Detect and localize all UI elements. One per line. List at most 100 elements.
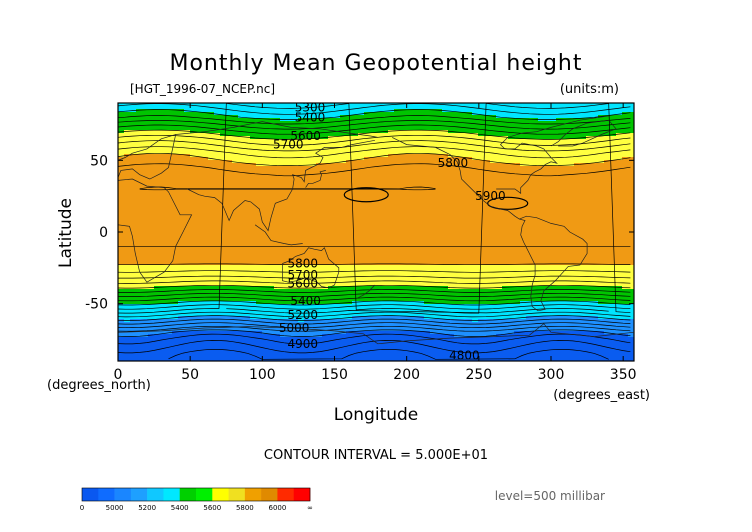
field-cell: [538, 238, 545, 242]
field-cell: [172, 178, 179, 182]
field-cell: [454, 118, 461, 122]
field-cell: [454, 178, 461, 182]
field-cell: [244, 142, 251, 146]
field-cell: [316, 232, 323, 236]
field-cell: [124, 175, 131, 179]
field-cell: [220, 103, 227, 107]
field-cell: [334, 232, 341, 236]
field-cell: [202, 274, 209, 278]
field-cell: [262, 199, 269, 203]
field-cell: [292, 244, 299, 248]
field-cell: [580, 241, 587, 245]
field-cell: [502, 235, 509, 239]
field-cell: [448, 241, 455, 245]
field-cell: [622, 235, 629, 239]
field-cell: [418, 106, 425, 110]
field-cell: [550, 199, 557, 203]
field-cell: [274, 193, 281, 197]
field-cell: [454, 115, 461, 119]
field-cell: [280, 238, 287, 242]
field-cell: [172, 250, 179, 254]
field-cell: [622, 250, 629, 254]
field-cell: [442, 253, 449, 257]
field-cell: [178, 259, 185, 263]
field-cell: [346, 253, 353, 257]
field-cell: [148, 172, 155, 176]
field-cell: [436, 217, 443, 221]
field-cell: [388, 133, 395, 137]
field-cell: [322, 109, 329, 113]
field-cell: [250, 133, 257, 137]
field-cell: [424, 223, 431, 227]
field-cell: [214, 223, 221, 227]
field-cell: [202, 160, 209, 164]
field-cell: [556, 166, 563, 170]
field-cell: [160, 133, 167, 137]
field-cell: [502, 193, 509, 197]
field-cell: [610, 199, 617, 203]
field-cell: [466, 106, 473, 110]
field-cell: [238, 196, 245, 200]
field-cell: [556, 268, 563, 272]
field-cell: [340, 109, 347, 113]
field-cell: [346, 202, 353, 206]
field-cell: [544, 106, 551, 110]
field-cell: [556, 112, 563, 116]
field-cell: [418, 238, 425, 242]
field-cell: [256, 184, 263, 188]
field-cell: [598, 118, 605, 122]
field-cell: [196, 112, 203, 116]
field-cell: [394, 109, 401, 113]
field-cell: [172, 262, 179, 266]
field-cell: [232, 112, 239, 116]
field-cell: [274, 247, 281, 251]
field-cell: [250, 169, 257, 173]
field-cell: [376, 127, 383, 131]
field-cell: [532, 169, 539, 173]
field-cell: [190, 217, 197, 221]
field-cell: [568, 241, 575, 245]
field-cell: [208, 148, 215, 152]
field-cell: [268, 169, 275, 173]
field-cell: [460, 184, 467, 188]
field-cell: [454, 238, 461, 242]
field-cell: [148, 229, 155, 233]
field-cell: [604, 271, 611, 275]
field-cell: [454, 175, 461, 179]
field-cell: [622, 121, 629, 125]
field-cell: [532, 103, 539, 107]
field-cell: [496, 181, 503, 185]
field-cell: [136, 247, 143, 251]
field-cell: [424, 196, 431, 200]
field-cell: [526, 226, 533, 230]
field-cell: [592, 178, 599, 182]
field-cell: [580, 145, 587, 149]
field-cell: [556, 232, 563, 236]
field-cell: [616, 184, 623, 188]
field-cell: [274, 109, 281, 113]
field-cell: [382, 211, 389, 215]
field-cell: [358, 232, 365, 236]
field-cell: [520, 202, 527, 206]
field-cell: [514, 199, 521, 203]
field-cell: [238, 199, 245, 203]
field-cell: [412, 196, 419, 200]
field-cell: [196, 169, 203, 173]
field-cell: [400, 106, 407, 110]
field-cell: [328, 157, 335, 161]
field-cell: [268, 241, 275, 245]
field-cell: [418, 127, 425, 131]
field-cell: [262, 115, 269, 119]
field-cell: [538, 226, 545, 230]
field-cell: [532, 163, 539, 167]
field-cell: [544, 265, 551, 269]
field-cell: [184, 196, 191, 200]
field-cell: [358, 166, 365, 170]
field-cell: [478, 190, 485, 194]
field-cell: [340, 265, 347, 269]
field-cell: [286, 199, 293, 203]
field-cell: [142, 274, 149, 278]
field-cell: [586, 172, 593, 176]
field-cell: [280, 145, 287, 149]
field-cell: [220, 259, 227, 263]
